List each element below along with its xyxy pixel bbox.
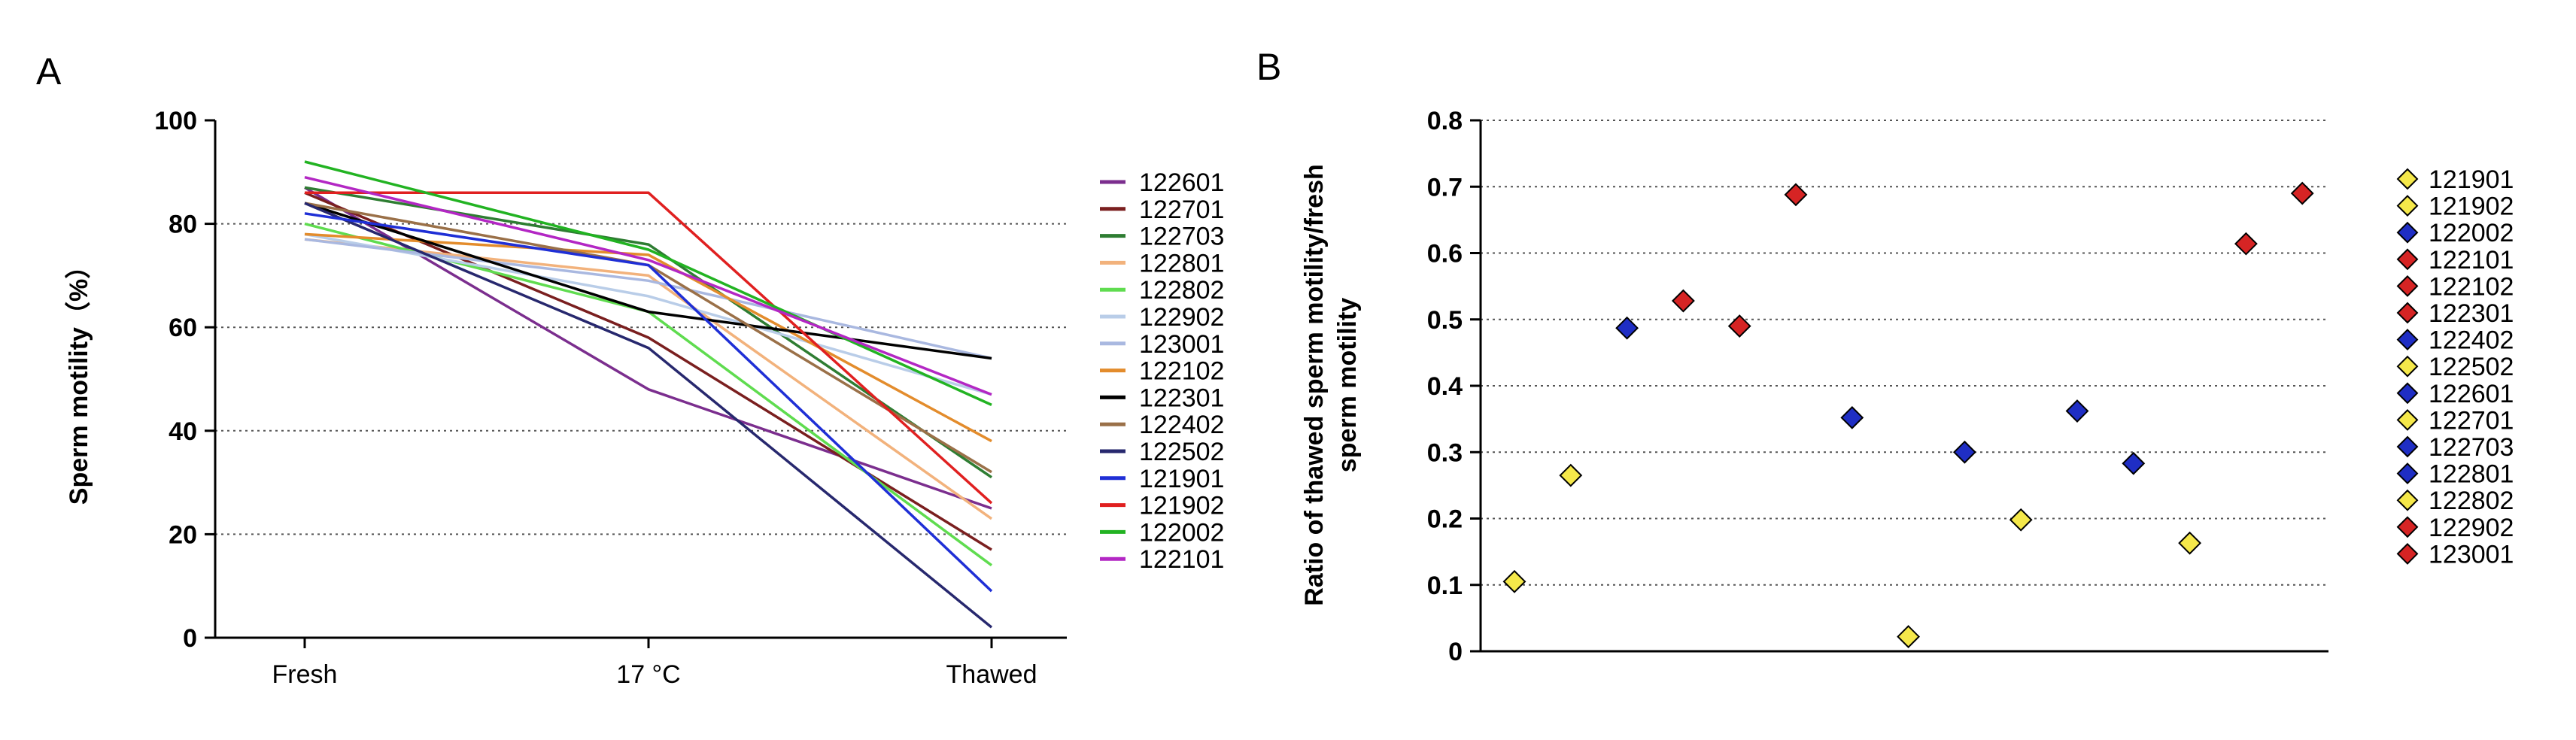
legend-label: 121902	[2429, 193, 2514, 221]
y-tick-label: 60	[169, 314, 197, 342]
legend-marker	[2396, 248, 2419, 271]
y-tick-label: 80	[169, 211, 197, 239]
legend-marker	[2396, 168, 2419, 190]
legend-marker	[2396, 195, 2419, 217]
legend-label: 122802	[2429, 487, 2514, 515]
x-tick-label: Fresh	[272, 660, 338, 689]
legend-label: 122701	[1139, 196, 1224, 224]
series-line-122502	[304, 202, 993, 629]
series-line-122002	[304, 160, 992, 406]
series-line-122902	[304, 232, 992, 396]
legend-marker	[2396, 489, 2419, 511]
series-line-123001	[304, 238, 992, 360]
legend-marker	[2396, 302, 2419, 324]
legend-marker	[2396, 516, 2419, 538]
legend-label: 122502	[2429, 353, 2514, 381]
y-tick-label: 0	[1448, 638, 1463, 666]
legend-label: 122601	[1139, 168, 1224, 197]
point-121901	[1502, 569, 1526, 593]
legend-label: 122801	[2429, 460, 2514, 489]
y-axis-title-line: Ratio of thawed sperm motility/fresh	[1300, 164, 1329, 606]
point-122402	[1840, 405, 1864, 429]
y-axis-title: Ratio of thawed sperm motility/fresh sper…	[1300, 164, 1362, 606]
legend-label: 122801	[1139, 249, 1224, 278]
legend-label: 122101	[2429, 246, 2514, 274]
legend-label: 122502	[1139, 438, 1224, 466]
point-122002	[1615, 316, 1639, 340]
legend-label: 121901	[1139, 465, 1224, 493]
point-122301	[1784, 183, 1808, 207]
point-121902	[1559, 463, 1583, 487]
y-tick-label: 0.3	[1427, 438, 1463, 467]
legend-label: 122102	[1139, 357, 1224, 386]
legend-marker	[2396, 355, 2419, 378]
y-axis-title: Sperm motility（%）	[64, 253, 93, 505]
legend-marker	[2396, 435, 2419, 458]
legend-label: 122301	[1139, 384, 1224, 412]
x-tick-label: 17 °C	[616, 660, 680, 689]
legend-label: 122102	[2429, 272, 2514, 301]
legend-label: 122902	[2429, 514, 2514, 542]
x-tick-label: Thawed	[946, 660, 1037, 689]
legend-label: 121902	[1139, 492, 1224, 520]
point-122801	[2122, 451, 2146, 475]
legend-marker	[2396, 462, 2419, 485]
point-123001	[2290, 181, 2314, 205]
legend-marker	[2396, 408, 2419, 431]
legend-label: 122002	[2429, 219, 2514, 247]
point-122802	[2178, 531, 2202, 555]
point-122101	[1671, 289, 1695, 313]
series-line-122301	[304, 202, 992, 360]
y-tick-label: 0.6	[1427, 240, 1463, 268]
y-tick-label: 0.8	[1427, 107, 1463, 135]
panel-b-letter: B	[1256, 46, 1281, 88]
y-tick-label: 0.7	[1427, 173, 1463, 202]
panel-a-letter: A	[36, 50, 62, 92]
y-tick-label: 0.5	[1427, 306, 1463, 335]
point-122601	[1952, 440, 1976, 464]
legend-label: 122902	[1139, 303, 1224, 332]
legend-marker	[2396, 274, 2419, 297]
y-tick-label: 0	[183, 624, 197, 653]
legend-label: 122802	[1139, 276, 1224, 305]
legend-label: 122402	[1139, 411, 1224, 439]
legend-label: 122301	[2429, 299, 2514, 328]
legend-marker	[2396, 382, 2419, 405]
series-line-121902	[305, 191, 993, 505]
series-line-121901	[304, 212, 993, 593]
y-tick-label: 20	[169, 520, 197, 549]
y-axis-title-line: sperm motility	[1333, 298, 1362, 472]
legend-marker	[2396, 329, 2419, 351]
legend-label: 122703	[1139, 223, 1224, 251]
point-122502	[1897, 625, 1921, 648]
legend-label: 122402	[2429, 326, 2514, 355]
legend-marker	[2396, 542, 2419, 565]
y-tick-label: 0.4	[1427, 372, 1463, 401]
y-tick-label: 40	[169, 417, 197, 446]
point-122703	[2065, 399, 2089, 423]
point-122902	[2234, 232, 2258, 256]
point-122102	[1727, 314, 1751, 338]
legend-label: 122601	[2429, 380, 2514, 408]
point-122701	[2009, 508, 2033, 532]
legend-label: 122703	[2429, 433, 2514, 462]
legend-marker	[2396, 221, 2419, 244]
legend-label: 122101	[1139, 545, 1224, 574]
series-line-122703	[304, 186, 992, 479]
legend-label: 121901	[2429, 165, 2514, 194]
y-tick-label: 0.2	[1427, 505, 1463, 534]
chart-a: 0 20 40 60 80 100 Fresh 17 °C Thawed Sperm motili…	[64, 107, 1224, 689]
legend-label: 122701	[2429, 406, 2514, 435]
series-line-122102	[304, 232, 992, 443]
legend-label: 122002	[1139, 518, 1224, 547]
legend-label: 123001	[2429, 540, 2514, 569]
chart-b: 0 0.1 0.2 0.3 0.4 0.5 0.6 0.7 0.8 Ratio of thawed…	[1300, 107, 2514, 666]
y-tick-label: 0.1	[1427, 572, 1463, 600]
series-line-122101	[304, 175, 992, 396]
legend-label: 123001	[1139, 330, 1224, 359]
y-tick-label: 100	[154, 107, 197, 135]
